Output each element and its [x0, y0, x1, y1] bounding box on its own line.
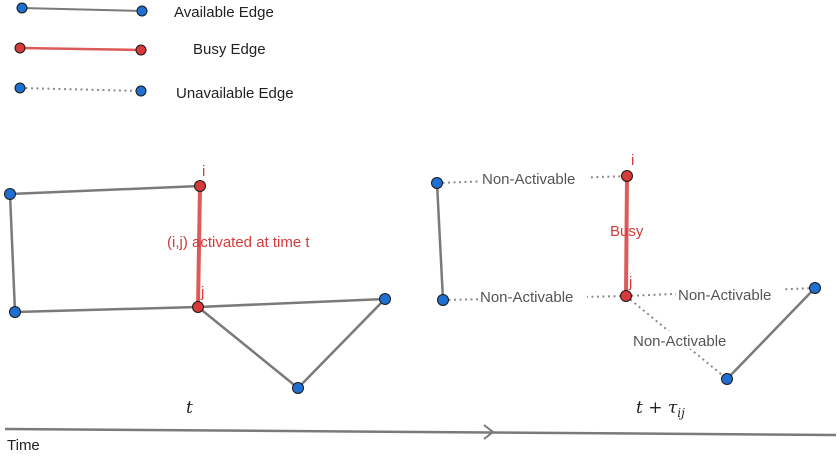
- legend-busy-node-right: [135, 44, 147, 56]
- right-time-label: t + τij: [636, 398, 685, 420]
- left-edge-triangle: [297, 298, 386, 389]
- right-node-bottom-left: [437, 294, 449, 306]
- legend-available-node-left: [16, 2, 28, 14]
- legend-busy-node-left: [14, 42, 26, 54]
- right-non-activable-left: Non-Activable: [480, 289, 573, 306]
- legend-busy: Busy Edge: [14, 41, 266, 58]
- legend-available-node-right: [136, 5, 148, 17]
- right-node-bottom: [721, 373, 733, 385]
- left-node-bottom-left: [9, 306, 21, 318]
- right-node-j: [620, 290, 632, 302]
- legend-unavailable-node-right: [135, 85, 147, 97]
- legend-available: Available Edge: [16, 2, 274, 21]
- left-graph: i j (i,j) activated at time t t: [4, 163, 391, 418]
- legend-unavailable-line: [19, 87, 142, 92]
- legend-unavailable-label: Unavailable Edge: [176, 85, 294, 102]
- right-busy-label: Busy: [610, 223, 644, 240]
- right-time-label-tau: τ: [668, 398, 678, 418]
- legend-busy-line: [19, 46, 142, 52]
- legend-unavailable-node-left: [14, 82, 26, 94]
- right-edge-triangle: [726, 287, 816, 380]
- left-node-right: [379, 293, 391, 305]
- right-node-top-left: [431, 177, 443, 189]
- left-node-top-left: [4, 188, 16, 200]
- right-node-i-label: i: [631, 152, 634, 169]
- right-graph: Non-Activable Non-Activable Non-Activabl…: [431, 152, 821, 420]
- left-time-label: t: [186, 398, 193, 418]
- timeline-axis: [4, 427, 837, 437]
- left-edge-top: [9, 184, 201, 196]
- right-non-activable-top: Non-Activable: [482, 171, 575, 188]
- left-edge-j-bottom: [197, 306, 299, 389]
- right-non-activable-diag: Non-Activable: [633, 333, 726, 350]
- left-edge-ij-activated: [196, 185, 202, 308]
- legend-available-label: Available Edge: [174, 4, 274, 21]
- right-label-bg-top: [480, 169, 589, 187]
- right-node-right: [809, 282, 821, 294]
- left-node-i: [194, 180, 206, 192]
- right-time-label-sub: ij: [677, 406, 685, 420]
- left-edge-j-right: [197, 297, 386, 309]
- left-node-i-label: i: [202, 163, 205, 180]
- legend-unavailable: Unavailable Edge: [14, 82, 294, 102]
- right-non-activable-right: Non-Activable: [678, 287, 771, 304]
- right-node-j-label: j: [628, 274, 632, 291]
- timeline: Time: [4, 424, 837, 454]
- legend: Available Edge Busy Edge Unavailable Edg…: [14, 2, 294, 102]
- left-edge-annotation: (i,j) activated at time t: [167, 234, 310, 251]
- legend-busy-label: Busy Edge: [193, 41, 266, 58]
- timeline-arrow-icon: [483, 424, 495, 440]
- right-edge-ij-busy: [624, 175, 629, 297]
- right-label-bg-right: [676, 285, 785, 303]
- right-node-i: [621, 170, 633, 182]
- right-label-bg-diag: [631, 331, 740, 349]
- timeline-label: Time: [7, 437, 40, 454]
- left-edge-bottom: [14, 305, 199, 314]
- left-node-j-label: j: [200, 284, 204, 301]
- right-edge-left: [435, 182, 445, 301]
- left-node-bottom: [292, 382, 304, 394]
- right-time-label-base: t +: [636, 398, 668, 418]
- right-label-bg-left: [478, 287, 587, 305]
- left-edge-left: [8, 193, 17, 313]
- left-node-j: [192, 301, 204, 313]
- legend-available-line: [21, 7, 143, 12]
